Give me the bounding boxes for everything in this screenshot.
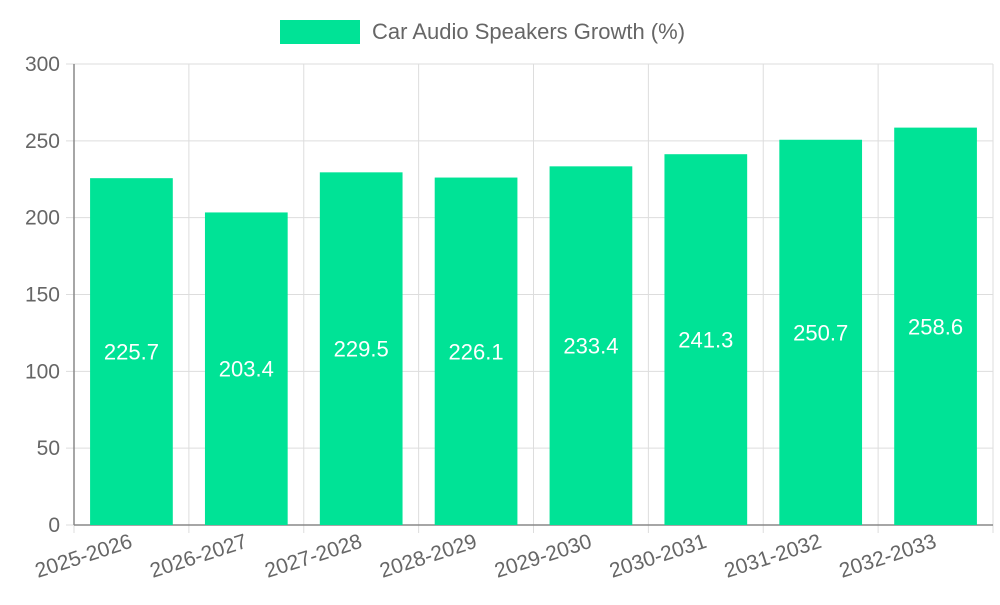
x-tick-label: 2027-2028 [262,530,365,583]
bar [204,212,288,525]
x-tick-label: 2028-2029 [377,530,480,583]
y-tick-label: 0 [48,514,60,537]
y-tick-label: 250 [25,130,60,153]
bar-data-label: 258.6 [908,314,963,339]
x-tick-label: 2032-2033 [836,530,939,583]
x-tick-label: 2030-2031 [607,530,710,583]
bar [894,127,977,526]
bar [90,178,173,526]
y-tick-label: 300 [25,53,60,76]
bar-data-label: 241.3 [678,328,733,353]
bar [549,166,633,526]
bar-data-label: 226.1 [449,339,504,364]
y-tick-label: 50 [37,437,60,460]
bar [664,154,748,525]
legend-swatch [280,20,360,44]
bar-data-label: 225.7 [104,340,159,365]
bar-data-label: 203.4 [219,357,274,382]
bar-data-label: 229.5 [334,337,389,362]
x-tick-label: 2031-2032 [722,530,825,583]
bar [434,177,518,525]
y-tick-label: 100 [25,360,60,383]
bar [319,172,403,525]
x-tick-label: 2029-2030 [492,530,595,583]
bar [779,139,863,525]
y-tick-label: 150 [25,284,60,307]
legend-label: Car Audio Speakers Growth (%) [372,19,686,44]
bar-data-label: 233.4 [563,334,618,359]
legend[interactable]: Car Audio Speakers Growth (%) [280,18,685,46]
bar-data-label: 250.7 [793,320,848,345]
x-tick-label: 2026-2027 [147,530,250,583]
x-tick-label: 2025-2026 [32,530,135,583]
y-tick-label: 200 [25,207,60,230]
